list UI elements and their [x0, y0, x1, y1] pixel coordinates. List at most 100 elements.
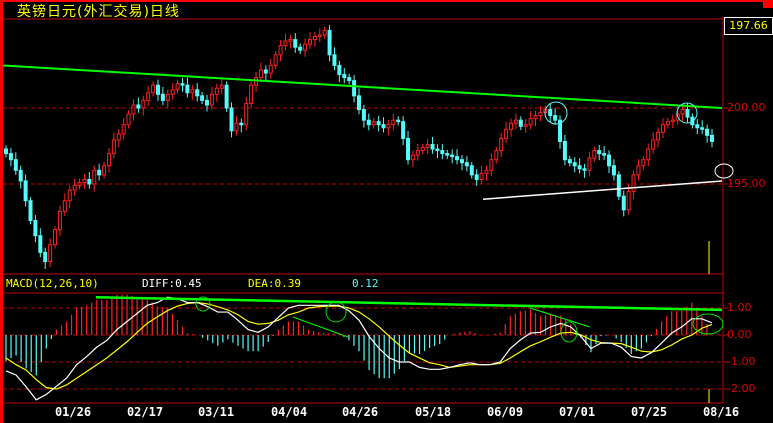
candle-up: [592, 150, 597, 159]
candle-up: [141, 99, 146, 109]
candle-down: [685, 109, 690, 118]
y-tick-label: 195.00: [727, 177, 766, 190]
candle-up: [151, 84, 156, 94]
highlight-circle: [544, 101, 568, 125]
macd-trendline: [529, 307, 591, 328]
candle-up: [77, 181, 82, 187]
candle-down: [621, 195, 626, 211]
candle-up: [48, 244, 53, 263]
candle-down: [136, 104, 141, 109]
projection-circle: [714, 163, 734, 179]
candle-down: [567, 159, 572, 164]
candle-down: [464, 162, 469, 167]
candle-down: [401, 121, 406, 139]
candle-up: [72, 185, 77, 191]
candle-up: [62, 200, 67, 212]
candle-up: [391, 119, 396, 126]
candle-up: [175, 83, 180, 91]
candle-down: [602, 153, 607, 156]
candle-down: [229, 107, 234, 132]
candle-up: [538, 112, 543, 117]
candle-down: [611, 165, 616, 176]
candle-up: [67, 189, 72, 202]
macd-tick-label: -1.00: [727, 355, 756, 368]
candle-up: [209, 93, 214, 106]
candle-up: [303, 43, 308, 51]
candle-down: [607, 154, 612, 167]
candle-down: [582, 168, 587, 171]
candle-up: [489, 159, 494, 171]
candle-up: [626, 191, 631, 211]
candle-down: [224, 84, 229, 109]
candle-up: [288, 39, 293, 42]
candle-up: [415, 150, 420, 156]
candle-down: [18, 169, 23, 182]
candle-up: [386, 124, 391, 129]
candle-up: [504, 128, 509, 139]
candle-up: [258, 69, 263, 79]
macd-circle: [195, 296, 211, 312]
candle-down: [357, 95, 361, 111]
candle-up: [528, 118, 533, 126]
candle-down: [43, 251, 48, 263]
candle-down: [13, 159, 18, 171]
macd-name: MACD(12,26,10): [6, 277, 99, 290]
candle-down: [361, 109, 366, 121]
candle-down: [572, 162, 577, 167]
candle-down: [616, 174, 621, 197]
candle-down: [332, 54, 337, 66]
candle-up: [116, 133, 121, 141]
candle-up: [371, 121, 376, 126]
candle-down: [327, 29, 332, 56]
candle-down: [597, 150, 602, 155]
candle-up: [651, 139, 656, 150]
resistance-trendline: [2, 64, 723, 109]
candle-up: [121, 124, 126, 135]
candle-down: [4, 148, 8, 155]
candle-up: [111, 139, 116, 155]
candle-up: [82, 178, 87, 183]
candle-up: [106, 153, 111, 167]
x-tick-label: 07/25: [630, 405, 668, 419]
corner-button: [763, 0, 773, 8]
macd-tick-label: -2.00: [727, 382, 756, 395]
candle-down: [155, 84, 160, 95]
candle-down: [430, 143, 435, 150]
x-tick-label: 05/18: [414, 405, 452, 419]
candle-up: [484, 169, 489, 174]
candle-down: [450, 154, 455, 158]
candle-up: [249, 84, 254, 104]
candle-down: [396, 119, 401, 123]
candle-up: [513, 119, 518, 124]
candle-up: [126, 113, 131, 126]
candle-up: [656, 131, 661, 141]
candle-up: [410, 154, 415, 161]
candle-up: [283, 40, 288, 47]
candle-down: [710, 134, 714, 142]
candle-up: [665, 121, 670, 126]
candle-down: [459, 159, 464, 164]
macd-circle: [692, 313, 724, 335]
candle-up: [508, 122, 513, 130]
candle-down: [185, 84, 190, 94]
candle-up: [57, 210, 62, 231]
candle-down: [38, 235, 43, 253]
candle-down: [445, 153, 450, 156]
last-price-box: 197.66: [724, 17, 773, 35]
candle-up: [273, 54, 278, 66]
x-tick-label: 01/26: [54, 405, 92, 419]
candle-down: [435, 148, 440, 152]
diff-line: [5, 296, 713, 401]
candle-down: [352, 80, 357, 97]
candle-up: [278, 45, 283, 56]
candle-down: [347, 77, 352, 82]
candle-down: [695, 124, 700, 129]
candle-down: [337, 64, 342, 76]
candle-up: [307, 39, 312, 45]
candle-down: [23, 180, 28, 202]
macd-tick-label: 0.00: [727, 328, 752, 341]
x-tick-label: 06/09: [486, 405, 524, 419]
candle-down: [381, 124, 386, 129]
